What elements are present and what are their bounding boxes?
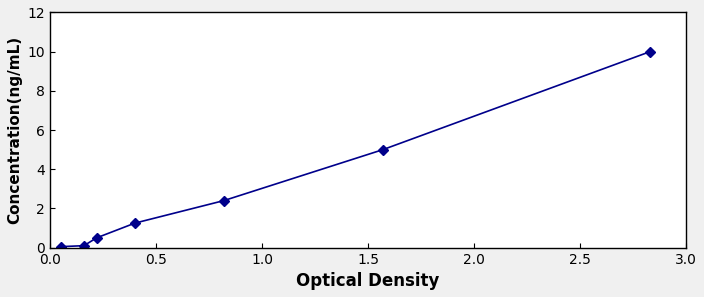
Y-axis label: Concentration(ng/mL): Concentration(ng/mL) (7, 36, 22, 224)
X-axis label: Optical Density: Optical Density (296, 272, 440, 290)
